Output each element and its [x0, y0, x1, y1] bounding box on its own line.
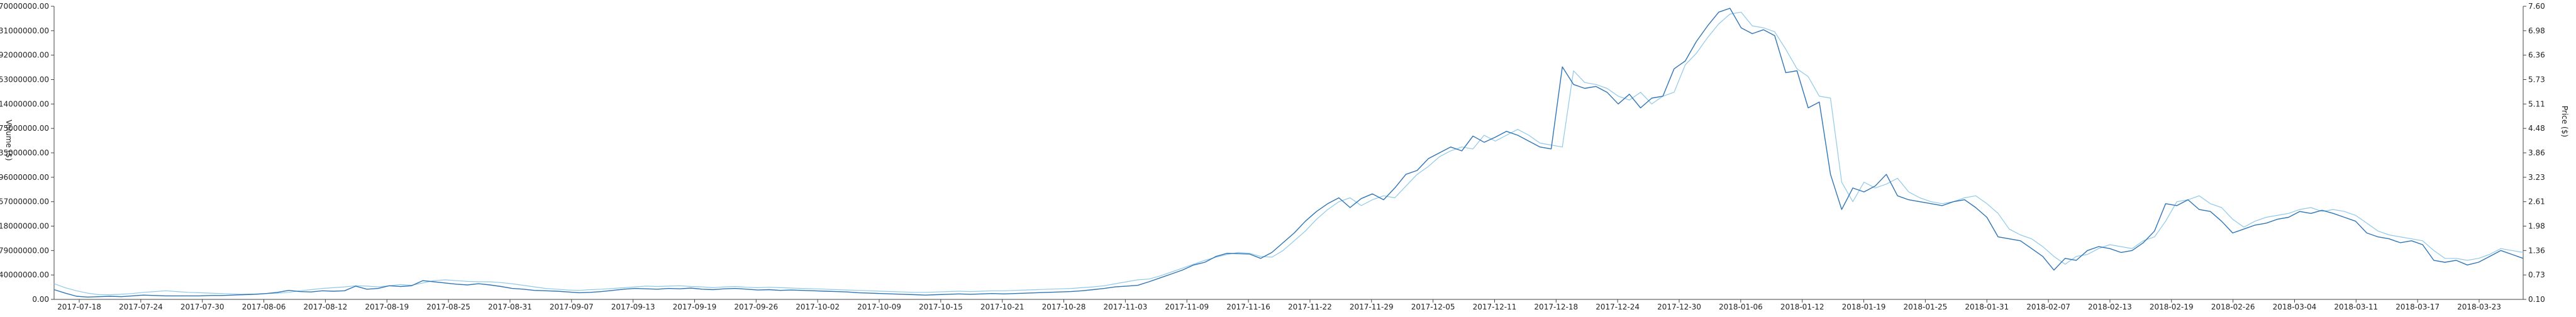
- y-left-tick-label: 275000000.00: [0, 124, 49, 133]
- y-right-tick-label: 5.11: [2528, 99, 2545, 108]
- y-right-tick-label: 2.61: [2528, 197, 2545, 206]
- y-right-tick-label: 4.48: [2528, 124, 2545, 133]
- x-tick-label: 2018-01-19: [1842, 303, 1886, 311]
- x-tick-label: 2017-07-30: [180, 303, 225, 311]
- y-left-tick-label: 0.00: [32, 295, 49, 304]
- x-tick-label: 2017-08-31: [488, 303, 532, 311]
- x-tick-label: 2018-02-26: [2211, 303, 2255, 311]
- series-line-dark: [53, 8, 2524, 298]
- y-axis-left-title: Volume ($): [4, 120, 13, 160]
- y-left-tick-label: 431000000.00: [0, 26, 49, 35]
- y-right-tick-label: 6.98: [2528, 26, 2545, 35]
- y-right-tick-label: 7.60: [2528, 2, 2545, 11]
- y-right-tick-label: 3.86: [2528, 148, 2545, 157]
- x-tick-label: 2017-12-24: [1596, 303, 1640, 311]
- x-tick-label: 2017-10-21: [980, 303, 1024, 311]
- x-tick-label: 2018-01-31: [1965, 303, 2009, 311]
- x-tick-label: 2018-01-06: [1719, 303, 1763, 311]
- x-tick-label: 2017-12-30: [1657, 303, 1701, 311]
- x-tick-label: 2017-12-05: [1411, 303, 1455, 311]
- y-left-tick-label: 40000000.00: [0, 270, 49, 279]
- x-tick-label: 2017-07-18: [57, 303, 101, 311]
- labels-layer: Volume ($) Price ($): [4, 106, 2569, 161]
- x-tick-label: 2017-09-13: [611, 303, 655, 311]
- x-tick-label: 2017-08-19: [365, 303, 409, 311]
- x-tick-label: 2017-11-09: [1165, 303, 1209, 311]
- y-left-tick-label: 470000000.00: [0, 2, 49, 11]
- x-tick-label: 2017-07-24: [119, 303, 163, 311]
- x-tick-label: 2017-12-11: [1473, 303, 1517, 311]
- x-tick-label: 2017-08-12: [304, 303, 348, 311]
- x-tick-label: 2017-09-19: [673, 303, 717, 311]
- x-tick-label: 2017-11-16: [1226, 303, 1270, 311]
- y-right-tick-label: 5.73: [2528, 75, 2545, 84]
- y-axis-right-title: Price ($): [2560, 106, 2569, 137]
- x-tick-label: 2017-11-22: [1288, 303, 1332, 311]
- x-tick-label: 2018-02-13: [2088, 303, 2132, 311]
- y-right-tick-label: 0.10: [2528, 295, 2545, 304]
- series-layer: [53, 8, 2524, 298]
- x-tick-label: 2017-11-29: [1350, 303, 1394, 311]
- x-tick-label: 2017-09-26: [734, 303, 778, 311]
- x-tick-label: 2018-03-23: [2457, 303, 2501, 311]
- y-left-tick-label: 79000000.00: [0, 246, 49, 255]
- y-left-tick-label: 157000000.00: [0, 197, 49, 206]
- x-tick-label: 2017-12-18: [1534, 303, 1578, 311]
- x-tick-label: 2017-08-06: [242, 303, 286, 311]
- axes: 0.00 40000000.00 79000000.00 118000000.00 15…: [0, 2, 2545, 311]
- y-left-tick-label: 353000000.00: [0, 75, 49, 84]
- y-left-tick-label: 235000000.00: [0, 148, 49, 157]
- x-tick-label: 2017-09-07: [550, 303, 594, 311]
- y-right-tick-label: 6.36: [2528, 51, 2545, 60]
- x-tick-label: 2017-10-09: [857, 303, 901, 311]
- x-tick-label: 2018-02-07: [2026, 303, 2070, 311]
- x-tick-label: 2017-10-02: [796, 303, 840, 311]
- x-tick-label: 2018-03-11: [2334, 303, 2378, 311]
- x-tick-label: 2018-01-12: [1780, 303, 1824, 311]
- x-tick-label: 2018-01-25: [1904, 303, 1948, 311]
- x-tick-label: 2017-11-03: [1104, 303, 1148, 311]
- x-tick-label: 2018-03-04: [2273, 303, 2317, 311]
- x-tick-label: 2017-10-28: [1042, 303, 1086, 311]
- series-line-light: [53, 11, 2524, 296]
- x-tick-label: 2017-08-25: [426, 303, 470, 311]
- y-left-tick-label: 196000000.00: [0, 173, 49, 182]
- x-tick-label: 2018-02-19: [2150, 303, 2194, 311]
- y-left-tick-label: 392000000.00: [0, 51, 49, 60]
- y-left-tick-label: 118000000.00: [0, 222, 49, 231]
- y-right-tick-label: 1.98: [2528, 222, 2545, 231]
- y-right-tick-label: 0.73: [2528, 270, 2545, 279]
- x-tick-label: 2018-03-17: [2396, 303, 2440, 311]
- y-left-tick-label: 314000000.00: [0, 99, 49, 108]
- x-tick-label: 2017-10-15: [919, 303, 963, 311]
- y-right-tick-label: 3.23: [2528, 173, 2545, 182]
- y-right-tick-label: 1.36: [2528, 246, 2545, 255]
